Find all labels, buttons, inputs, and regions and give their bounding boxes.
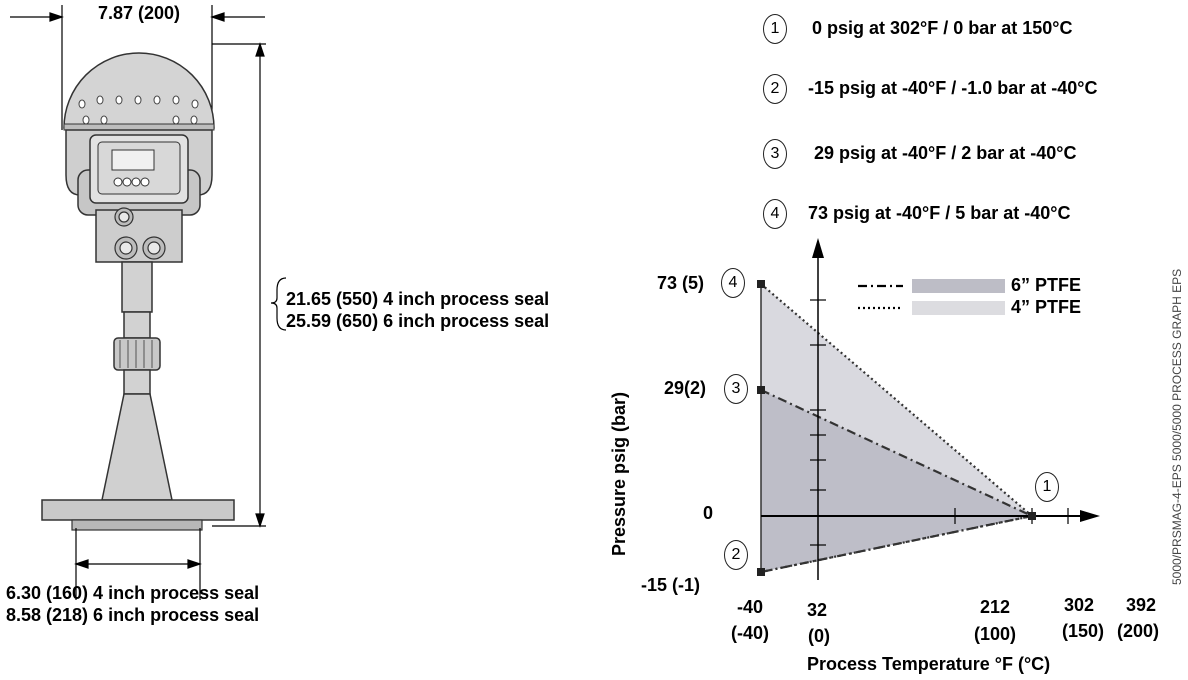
x-axis-title: Process Temperature °F (°C) [807,654,1051,674]
y-tick-label-minus15: -15 (-1) [641,575,701,595]
condition-text-3: 29 psig at -40°F / 2 bar at -40°C [814,143,1077,163]
height-label-4inch: 21.65 (550) 4 inch process seal [286,289,550,309]
x-tick-sublabel-32: (0) [808,626,830,646]
top-width-label: 7.87 (200) [98,3,181,23]
y-tick-label-73: 73 (5) [657,273,705,293]
condition-text-1: 0 psig at 302°F / 0 bar at 150°C [812,18,1073,38]
data-point-marker [757,386,765,394]
legend-swatch-4in [912,301,1005,315]
series-area-6in [761,390,1032,572]
data-point-marker [1028,512,1036,520]
data-point-marker [757,568,765,576]
y-tick-label-29: 29(2) [664,378,707,398]
data-point-marker [757,280,765,288]
y-tick-label-0: 0 [703,503,714,523]
side-code-text: 5000/PRSMAG-4-EPS 5000/5000 PROCESS GRAP… [1170,268,1184,585]
condition-text-4: 73 psig at -40°F / 5 bar at -40°C [808,203,1071,223]
flange-width-dimension [74,528,202,600]
legend-label-6in: 6” PTFE [1011,275,1082,295]
x-axis-arrow [1080,510,1100,522]
x-tick-sublabel-392: (200) [1117,621,1160,641]
flange-label-6inch: 8.58 (218) 6 inch process seal [6,605,260,625]
chart-marker-2: 2 [724,540,748,570]
condition-marker-4: 4 [763,199,787,229]
x-tick-label-32: 32 [807,600,828,620]
x-tick-label-392: 392 [1126,595,1157,615]
device-stem [113,261,161,395]
x-tick-sublabel-212: (100) [974,624,1017,644]
x-tick-label-302: 302 [1064,595,1095,615]
x-tick-label-minus40: -40 [737,597,764,617]
x-tick-label-212: 212 [980,597,1011,617]
y-axis-title: Pressure psig (bar) [609,391,629,556]
series-upper-edge-6in [760,389,1033,517]
condition-marker-1: 1 [763,14,787,44]
flange-label-4inch: 6.30 (160) 4 inch process seal [6,583,260,603]
height-dimension [212,42,287,528]
x-tick-sublabel-minus40: (-40) [731,623,770,643]
chart-marker-3: 3 [724,374,748,404]
condition-marker-3: 3 [763,139,787,169]
y-axis-arrow [812,238,824,258]
series-lower-edge-4in [760,514,1033,574]
housing-body [65,129,213,263]
x-tick-sublabel-302: (150) [1062,621,1105,641]
condition-marker-2: 2 [763,74,787,104]
chart-marker-4: 4 [721,268,745,298]
condition-text-2: -15 psig at -40°F / -1.0 bar at -40°C [808,78,1098,98]
legend-label-4in: 4” PTFE [1011,297,1082,317]
process-flange [41,499,235,531]
height-label-6inch: 25.59 (650) 6 inch process seal [286,311,550,331]
housing-dome [63,52,215,131]
chart-marker-1: 1 [1035,472,1059,502]
legend-swatch-6in [912,279,1005,293]
